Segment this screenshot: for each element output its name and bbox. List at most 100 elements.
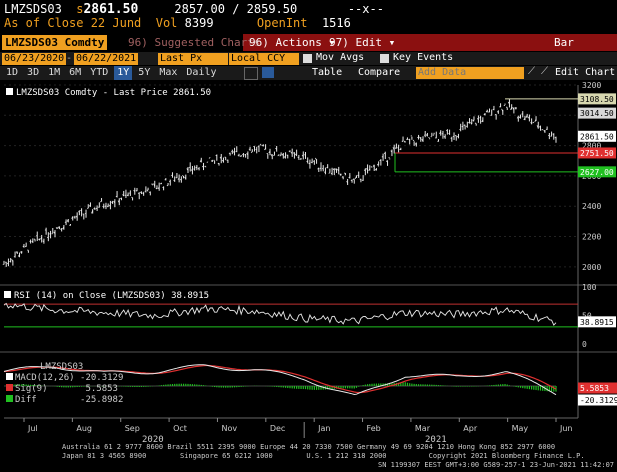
annotation-tools-icon[interactable]: ⟋ ⟋ xyxy=(528,66,549,77)
chart-svg[interactable]: 32003000280026002400220020003108.503014.… xyxy=(0,82,617,472)
price-bar-tick xyxy=(374,168,377,171)
edit-menu[interactable]: 97) Edit ▾ xyxy=(329,36,396,49)
price-tag-label: 2751.50 xyxy=(580,149,614,158)
price-bar-tick xyxy=(20,251,23,254)
month-label: Apr xyxy=(463,424,478,433)
price-bar-tick xyxy=(239,155,242,157)
period-1y[interactable]: 1Y xyxy=(114,66,133,80)
price-bar-tick xyxy=(244,154,246,156)
price-bar-tick xyxy=(195,166,198,169)
price-bar-tick xyxy=(57,226,60,229)
footer-line-2: Japan 81 3 4565 8900 Singapore 65 6212 1… xyxy=(62,452,585,460)
price-bar-tick xyxy=(148,191,151,193)
price-bar-tick xyxy=(69,224,71,227)
macd-tag-label: -20.3129 xyxy=(580,396,617,405)
quote-header: LMZSDS03 s2861.50 2857.00 / 2859.50 --x-… xyxy=(4,2,384,17)
currency-select[interactable]: Local CCY xyxy=(229,53,299,65)
period-1d[interactable]: 1D xyxy=(6,67,19,78)
as-of: As of Close 22 Jund xyxy=(4,16,142,30)
price-bar-tick xyxy=(552,133,554,135)
price-bar-tick xyxy=(363,169,366,171)
price-bar-tick xyxy=(403,140,406,143)
price-bar-tick xyxy=(317,167,320,170)
price-bar-tick xyxy=(332,168,335,171)
macd-tag-box xyxy=(578,382,617,394)
price-bar-tick xyxy=(406,138,408,141)
price-bar-tick xyxy=(142,192,144,195)
end-date-field[interactable]: 06/22/2021 xyxy=(74,53,139,65)
period-3d[interactable]: 3D xyxy=(27,67,40,78)
price-bar-tick xyxy=(106,205,109,208)
price-bar-tick xyxy=(481,119,484,123)
price-bar-tick xyxy=(324,171,326,173)
price-bar-tick xyxy=(15,251,18,254)
price-bar-tick xyxy=(281,153,284,157)
period-6m[interactable]: 6M xyxy=(69,67,82,78)
price-bar-tick xyxy=(160,183,162,185)
price-bar-tick xyxy=(423,134,426,136)
price-bar-tick xyxy=(166,184,169,187)
price-bar-tick xyxy=(536,125,539,129)
price-tag-box xyxy=(578,147,616,159)
period-1m[interactable]: 1M xyxy=(48,67,61,78)
price-bar-tick xyxy=(295,153,297,157)
price-bar-tick xyxy=(443,135,446,139)
month-label: Jul xyxy=(27,424,38,433)
price-bar-tick xyxy=(55,227,58,230)
month-label: Jan xyxy=(317,424,330,433)
price-bar-tick xyxy=(153,183,156,187)
price-bar-tick xyxy=(518,115,521,119)
period-ytd[interactable]: YTD xyxy=(90,67,109,78)
table-button[interactable]: Table xyxy=(312,67,343,78)
security-field[interactable]: LMZSDS03 Comdty xyxy=(2,35,108,50)
price-bar-tick xyxy=(80,209,82,212)
price-bar-tick xyxy=(499,105,501,108)
price-bar-tick xyxy=(75,215,78,218)
line-style-icon[interactable] xyxy=(244,67,258,80)
price-bar-tick xyxy=(49,233,51,235)
month-label: May xyxy=(512,424,529,433)
frequency-select[interactable]: Daily xyxy=(186,67,217,78)
period-max[interactable]: Max xyxy=(159,67,178,78)
price-bar-tick xyxy=(122,194,125,197)
macd-legend: MACD(12,26) -20.3129 xyxy=(6,373,123,383)
mov-avgs-checkbox[interactable] xyxy=(303,54,312,63)
price-bar-tick xyxy=(261,144,264,147)
month-label: Oct xyxy=(173,424,187,433)
price-bar-tick xyxy=(539,125,541,128)
price-bar-tick xyxy=(113,200,116,204)
price-bar-tick xyxy=(512,107,515,110)
month-label: Sep xyxy=(125,424,140,433)
price-bar-tick xyxy=(308,162,311,165)
price-tag-label: 2861.50 xyxy=(580,132,614,141)
bar-style-icon[interactable] xyxy=(262,67,274,78)
price-bar-tick xyxy=(328,172,331,174)
price-bar-tick xyxy=(514,107,517,110)
price-bar-tick xyxy=(525,115,528,118)
price-bar-tick xyxy=(270,154,273,157)
rsi-legend: RSI (14) on Close (LMZSDS03) 38.8915 xyxy=(4,291,209,301)
price-bar-tick xyxy=(468,121,470,124)
price-tag-box xyxy=(578,93,616,105)
period-5y[interactable]: 5Y xyxy=(138,67,151,78)
price-bar-tick xyxy=(399,148,402,151)
month-label: Jun xyxy=(559,424,573,433)
price-bar-tick xyxy=(383,152,386,155)
price-bar-tick xyxy=(24,245,27,248)
price-tick-label: 3200 xyxy=(582,82,601,90)
suggested-charts-button[interactable]: 96) Suggested Charts xyxy=(128,36,261,49)
edit-chart-button[interactable]: Edit Chart xyxy=(555,67,616,78)
price-bar-tick xyxy=(64,221,67,223)
price-bar-tick xyxy=(173,179,175,182)
compare-menu[interactable]: Compare xyxy=(358,67,401,78)
diff-legend: Diff -25.8982 xyxy=(6,395,123,405)
actions-menu[interactable]: 96) Actions ▾ xyxy=(249,36,336,49)
start-date-field[interactable]: 06/23/2020 xyxy=(2,53,67,65)
add-data-input[interactable]: Add Data xyxy=(416,67,524,79)
price-bar-tick xyxy=(476,117,479,120)
price-bar-tick xyxy=(310,161,313,164)
price-bar-tick xyxy=(470,122,473,125)
field-select[interactable]: Last Px xyxy=(158,53,228,65)
month-label: Mar xyxy=(415,424,431,433)
key-events-checkbox[interactable] xyxy=(380,54,389,63)
